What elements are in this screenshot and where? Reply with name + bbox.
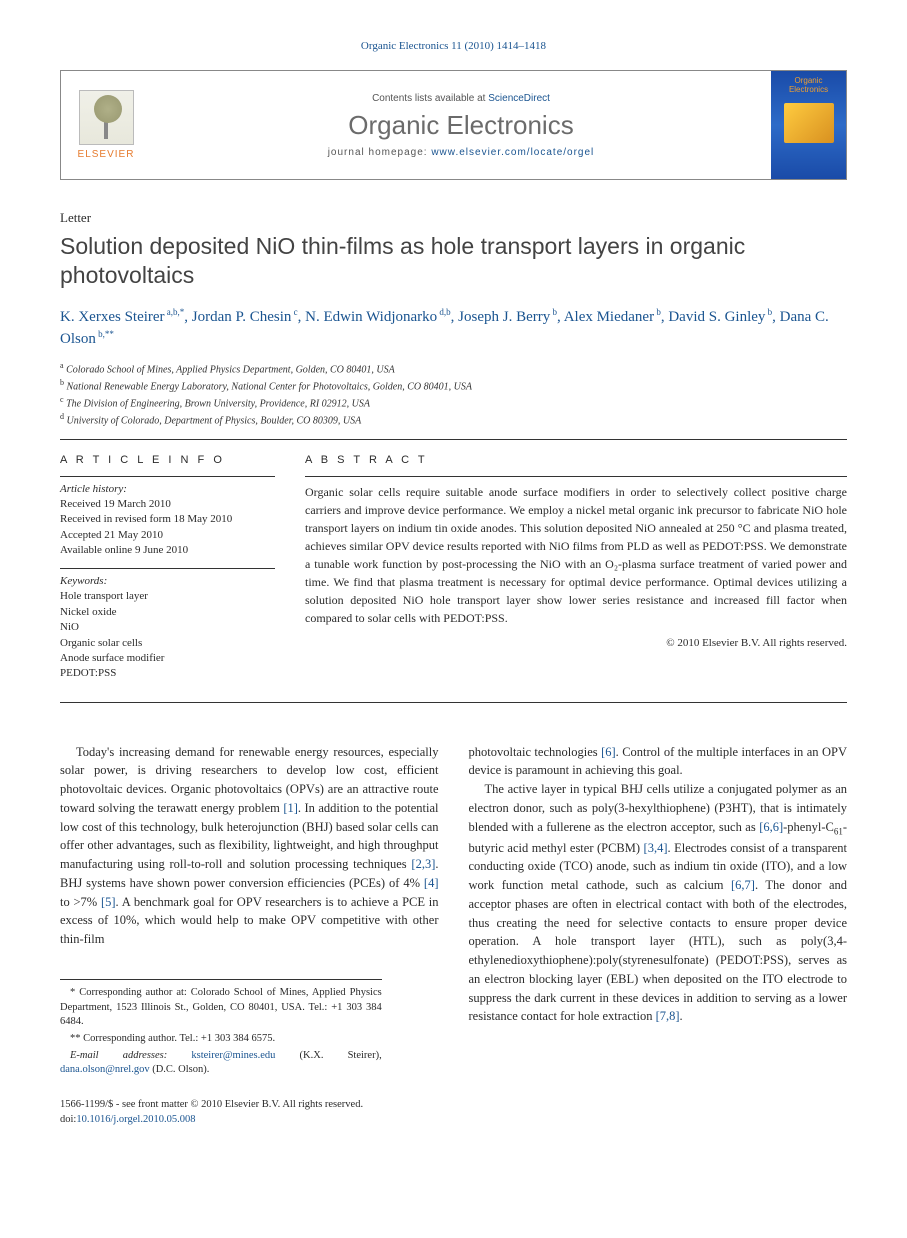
author-list: K. Xerxes Steirer a,b,*, Jordan P. Chesi… bbox=[60, 306, 847, 350]
reference-link[interactable]: [7,8] bbox=[656, 1009, 680, 1023]
email-addresses-line: E-mail addresses: ksteirer@mines.edu (K.… bbox=[60, 1049, 382, 1078]
history-list: Received 19 March 2010Received in revise… bbox=[60, 497, 275, 559]
footer-issn-doi: 1566-1199/$ - see front matter © 2010 El… bbox=[60, 1098, 439, 1127]
author-name: David S. Ginley bbox=[668, 309, 765, 325]
email-name-2: (D.C. Olson). bbox=[150, 1064, 210, 1075]
author-affiliation-sup: b bbox=[654, 307, 661, 317]
history-line: Received in revised form 18 May 2010 bbox=[60, 512, 275, 527]
elsevier-label: ELSEVIER bbox=[78, 149, 135, 160]
footnote-block: * Corresponding author at: Colorado Scho… bbox=[60, 979, 382, 1078]
body-paragraph: photovoltaic technologies [6]. Control o… bbox=[469, 743, 848, 781]
author-name: N. Edwin Widjonarko bbox=[305, 309, 437, 325]
history-line: Accepted 21 May 2010 bbox=[60, 528, 275, 543]
keyword-line: Nickel oxide bbox=[60, 605, 275, 620]
elsevier-tree-icon bbox=[79, 90, 134, 145]
history-line: Received 19 March 2010 bbox=[60, 497, 275, 512]
author-affiliation-sup: c bbox=[291, 307, 297, 317]
keywords-block: Keywords: Hole transport layerNickel oxi… bbox=[60, 575, 275, 681]
author-affiliation-sup: d,b bbox=[437, 307, 451, 317]
abstract-text: Organic solar cells require suitable ano… bbox=[305, 483, 847, 627]
journal-title: Organic Electronics bbox=[348, 110, 573, 141]
email-link-1[interactable]: ksteirer@mines.edu bbox=[191, 1050, 275, 1061]
abstract-column: A B S T R A C T Organic solar cells requ… bbox=[305, 454, 847, 682]
keyword-line: NiO bbox=[60, 620, 275, 635]
affiliation-line: b National Renewable Energy Laboratory, … bbox=[60, 377, 847, 394]
reference-link[interactable]: [5] bbox=[101, 895, 116, 909]
affiliation-line: d University of Colorado, Department of … bbox=[60, 411, 847, 428]
reference-link[interactable]: [2,3] bbox=[411, 857, 435, 871]
history-label: Article history: bbox=[60, 483, 275, 495]
keyword-line: Hole transport layer bbox=[60, 589, 275, 604]
info-abstract-row: A R T I C L E I N F O Article history: R… bbox=[60, 454, 847, 682]
reference-link[interactable]: [6,6] bbox=[759, 820, 783, 834]
issn-line: 1566-1199/$ - see front matter © 2010 El… bbox=[60, 1098, 439, 1113]
contents-available-line: Contents lists available at ScienceDirec… bbox=[372, 93, 550, 104]
sciencedirect-link[interactable]: ScienceDirect bbox=[488, 93, 550, 104]
journal-homepage-line: journal homepage: www.elsevier.com/locat… bbox=[328, 147, 595, 158]
reference-link[interactable]: [1] bbox=[283, 801, 298, 815]
keyword-line: Anode surface modifier bbox=[60, 651, 275, 666]
divider-line bbox=[60, 439, 847, 440]
header-center: Contents lists available at ScienceDirec… bbox=[151, 71, 771, 179]
keyword-line: PEDOT:PSS bbox=[60, 666, 275, 681]
cover-image-icon bbox=[784, 103, 834, 143]
body-column-left: Today's increasing demand for renewable … bbox=[60, 743, 439, 1128]
article-info-heading: A R T I C L E I N F O bbox=[60, 454, 275, 466]
author-affiliation-sup: b,** bbox=[96, 329, 114, 339]
copyright-line: © 2010 Elsevier B.V. All rights reserved… bbox=[305, 637, 847, 649]
contents-prefix: Contents lists available at bbox=[372, 93, 488, 104]
article-info-column: A R T I C L E I N F O Article history: R… bbox=[60, 454, 275, 682]
homepage-prefix: journal homepage: bbox=[328, 147, 432, 158]
affiliation-line: a Colorado School of Mines, Applied Phys… bbox=[60, 360, 847, 377]
homepage-link[interactable]: www.elsevier.com/locate/orgel bbox=[431, 147, 594, 158]
abstract-sub-divider bbox=[305, 476, 847, 477]
affiliation-list: a Colorado School of Mines, Applied Phys… bbox=[60, 360, 847, 429]
doi-prefix: doi: bbox=[60, 1114, 76, 1125]
author-name: Joseph J. Berry bbox=[458, 309, 550, 325]
reference-link[interactable]: [6] bbox=[601, 745, 616, 759]
author-name: Jordan P. Chesin bbox=[192, 309, 292, 325]
article-title: Solution deposited NiO thin-films as hol… bbox=[60, 232, 847, 290]
abstract-heading: A B S T R A C T bbox=[305, 454, 847, 466]
corresponding-author-note-1: * Corresponding author at: Colorado Scho… bbox=[60, 986, 382, 1030]
email-name-1: (K.X. Steirer), bbox=[275, 1050, 381, 1061]
keywords-label: Keywords: bbox=[60, 575, 275, 587]
journal-reference: Organic Electronics 11 (2010) 1414–1418 bbox=[60, 40, 847, 52]
affiliation-line: c The Division of Engineering, Brown Uni… bbox=[60, 394, 847, 411]
info-sub-divider bbox=[60, 476, 275, 477]
author-affiliation-sup: b bbox=[765, 307, 772, 317]
reference-link[interactable]: [3,4] bbox=[644, 841, 668, 855]
body-column-right: photovoltaic technologies [6]. Control o… bbox=[469, 743, 848, 1128]
keywords-list: Hole transport layerNickel oxideNiOOrgan… bbox=[60, 589, 275, 681]
email-label: E-mail addresses: bbox=[70, 1050, 191, 1061]
journal-cover-thumbnail: Organic Electronics bbox=[771, 71, 846, 179]
corresponding-author-note-2: ** Corresponding author. Tel.: +1 303 38… bbox=[60, 1032, 382, 1047]
article-type: Letter bbox=[60, 210, 847, 226]
reference-link[interactable]: [6,7] bbox=[731, 878, 755, 892]
author-affiliation-sup: a,b,* bbox=[165, 307, 185, 317]
info-sub-divider bbox=[60, 568, 275, 569]
author-name: Alex Miedaner bbox=[564, 309, 654, 325]
email-link-2[interactable]: dana.olson@nrel.gov bbox=[60, 1064, 150, 1075]
author-affiliation-sup: b bbox=[550, 307, 557, 317]
doi-line: doi:10.1016/j.orgel.2010.05.008 bbox=[60, 1113, 439, 1128]
journal-header-box: ELSEVIER Contents lists available at Sci… bbox=[60, 70, 847, 180]
elsevier-logo: ELSEVIER bbox=[61, 71, 151, 179]
reference-link[interactable]: [4] bbox=[424, 876, 439, 890]
body-paragraph: Today's increasing demand for renewable … bbox=[60, 743, 439, 949]
body-paragraph: The active layer in typical BHJ cells ut… bbox=[469, 780, 848, 1026]
author-name: K. Xerxes Steirer bbox=[60, 309, 165, 325]
full-width-divider bbox=[60, 702, 847, 703]
cover-title: Organic Electronics bbox=[774, 77, 843, 95]
doi-link[interactable]: 10.1016/j.orgel.2010.05.008 bbox=[76, 1114, 195, 1125]
history-line: Available online 9 June 2010 bbox=[60, 543, 275, 558]
body-text-columns: Today's increasing demand for renewable … bbox=[60, 743, 847, 1128]
keyword-line: Organic solar cells bbox=[60, 636, 275, 651]
